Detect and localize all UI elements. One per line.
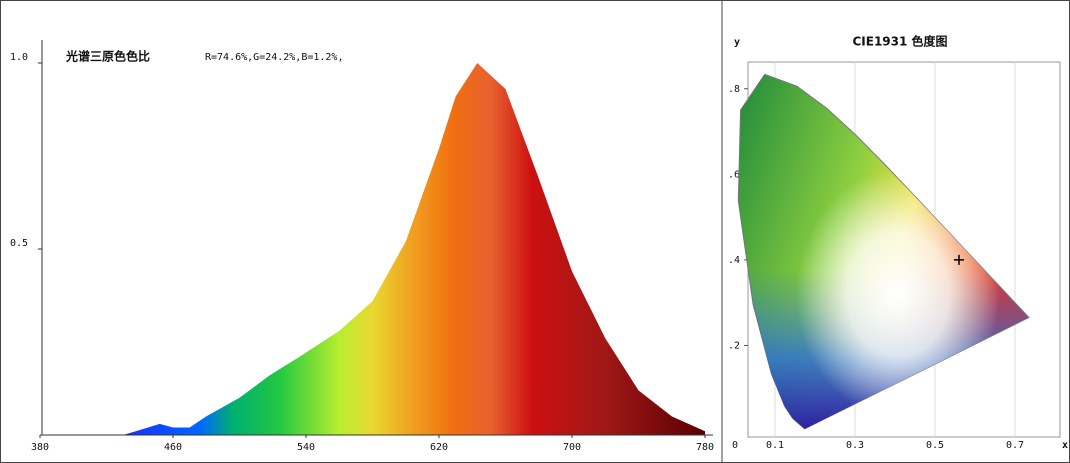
y-tick-label: .6 — [728, 169, 740, 180]
chart-title: CIE1931 色度图 — [852, 34, 947, 49]
chart-subtitle: R=74.6%,G=24.2%,B=1.2%, — [205, 52, 343, 63]
y-tick-label: 1.0 — [10, 52, 28, 63]
x-tick-label: 780 — [696, 442, 714, 453]
x-tick-label: 0.5 — [926, 440, 944, 451]
x-tick-label: 620 — [430, 442, 448, 453]
y-tick-label: .4 — [728, 255, 740, 266]
y-tick-label: .2 — [728, 340, 740, 351]
x-tick-label: 0.1 — [766, 440, 784, 451]
x-tick-label: 0.7 — [1006, 440, 1024, 451]
x-tick-label: 700 — [563, 442, 581, 453]
y-axis-label: y — [734, 37, 740, 48]
x-axis-label: x — [1062, 440, 1068, 451]
x-tick-label: 0.3 — [846, 440, 864, 451]
chart-title: 光谱三原色色比 — [65, 49, 150, 64]
y-tick-label: 0.5 — [10, 238, 28, 249]
spectrum-area — [123, 63, 705, 435]
x-tick-label: 540 — [297, 442, 315, 453]
x-tick-label: 460 — [164, 442, 182, 453]
chromaticity-point — [954, 254, 964, 265]
x-tick-label: 380 — [31, 442, 49, 453]
y-tick-label: .8 — [728, 84, 740, 95]
locus-white — [738, 74, 1029, 429]
x-tick-label: 0 — [732, 440, 738, 451]
